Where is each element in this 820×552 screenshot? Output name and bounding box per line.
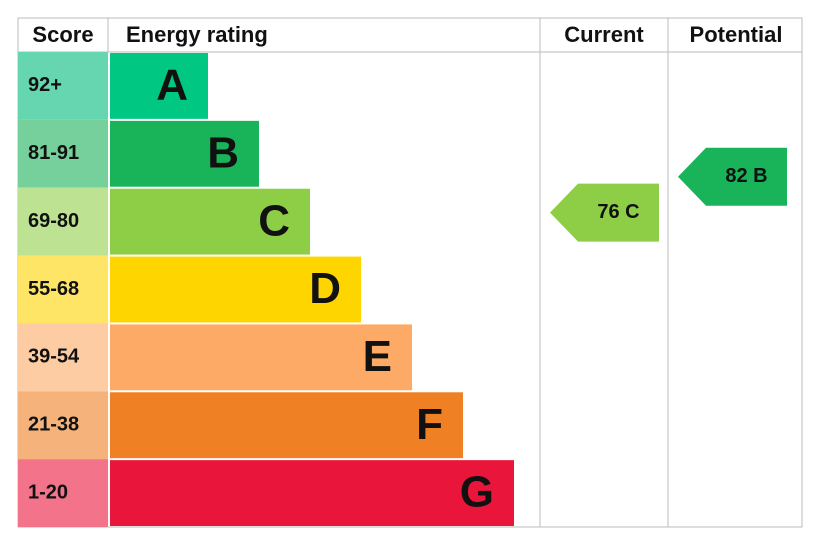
rating-bar	[110, 120, 259, 187]
score-cell	[18, 391, 108, 460]
score-label: 81-91	[28, 142, 79, 164]
header-current: Current	[564, 22, 644, 47]
header-potential: Potential	[690, 22, 783, 47]
rating-letter: F	[416, 400, 443, 449]
header-score: Score	[32, 22, 93, 47]
rating-bar	[110, 256, 361, 323]
rating-letter: G	[460, 468, 494, 517]
rating-letter: D	[309, 264, 341, 313]
score-label: 69-80	[28, 210, 79, 232]
score-label: 39-54	[28, 346, 80, 368]
header-rating: Energy rating	[126, 22, 268, 47]
rating-bar	[110, 188, 310, 255]
potential-arrow	[678, 147, 787, 206]
score-label: 92+	[28, 74, 62, 96]
score-cell	[18, 187, 108, 256]
rating-bar	[110, 324, 412, 391]
rating-bar	[110, 460, 514, 526]
score-label: 55-68	[28, 278, 79, 300]
rating-bar	[110, 53, 208, 119]
rating-bar	[110, 392, 463, 459]
rating-letter: A	[156, 61, 188, 110]
rating-letter: C	[258, 196, 290, 245]
rating-letter: B	[207, 128, 239, 177]
score-cell	[18, 323, 108, 392]
current-label: 76 C	[597, 201, 639, 223]
score-cell	[18, 119, 108, 188]
score-label: 1-20	[28, 481, 68, 503]
score-cell	[18, 52, 108, 120]
score-cell	[18, 255, 108, 324]
score-label: 21-38	[28, 413, 79, 435]
current-arrow	[550, 183, 659, 242]
potential-label: 82 B	[725, 165, 767, 187]
score-cell	[18, 459, 108, 527]
rating-letter: E	[363, 332, 392, 381]
